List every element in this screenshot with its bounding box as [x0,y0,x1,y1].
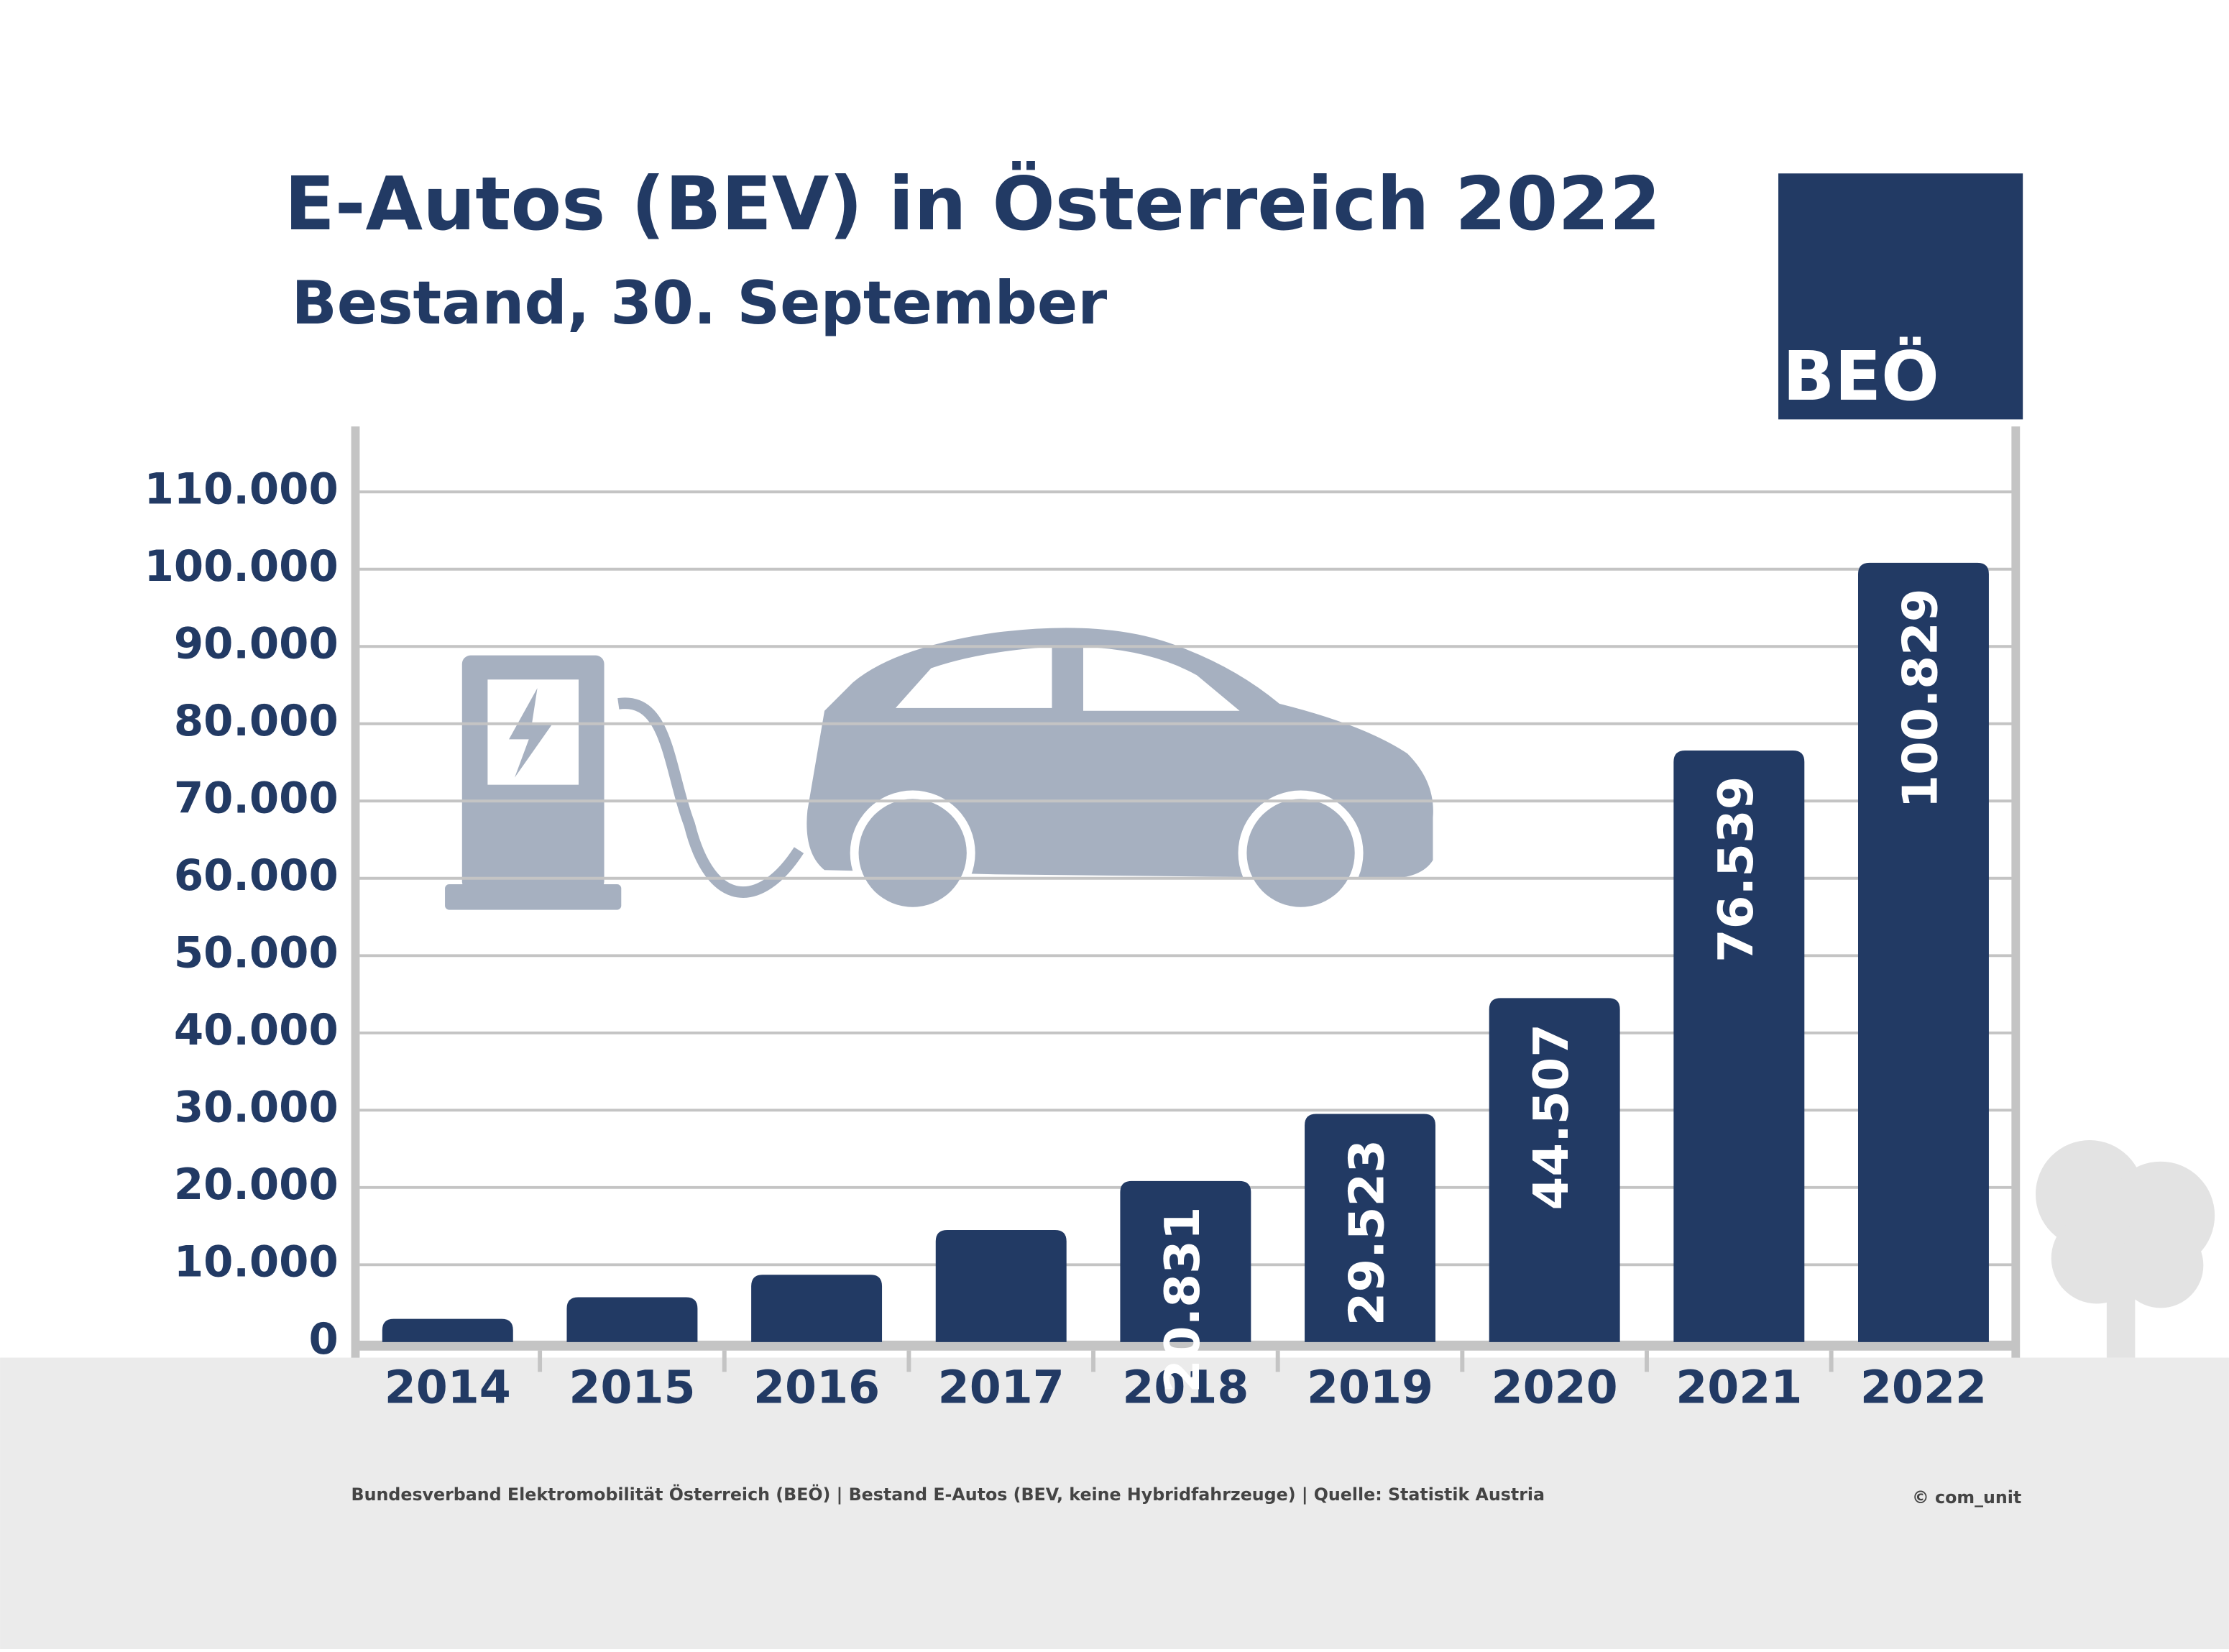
y-tick-label: 10.000 [174,1236,339,1286]
x-tick-label: 2014 [385,1361,511,1414]
y-tick-label: 70.000 [174,773,339,822]
y-tick-label: 60.000 [174,850,339,900]
y-tick-label: 0 [308,1314,338,1364]
illustration [445,628,1433,916]
y-tick-label: 30.000 [174,1082,339,1132]
source: Bundesverband Elektromobilität Österreic… [351,1484,1545,1505]
value-label: 100.829 [1893,588,1949,808]
x-tick-label: 2022 [1860,1361,1987,1414]
y-tick-label: 90.000 [174,618,339,668]
x-tick-label: 2021 [1676,1361,1802,1414]
y-tick-label: 110.000 [144,464,339,513]
tree [2035,1140,2215,1358]
bar [935,1229,1067,1342]
y-tick-label: 100.000 [144,541,339,591]
bar [1120,1180,1251,1342]
value-label: 29.523 [1339,1139,1395,1326]
x-tick-label: 2019 [1307,1361,1433,1414]
x-tick-label: 2017 [938,1361,1065,1414]
logo-box [1778,173,2023,420]
chart-title: E-Autos (BEV) in Österreich 2022 [285,160,1661,247]
credit: © com_unit [1912,1487,2021,1508]
logo: BEÖ [1783,336,1939,416]
y-tick-label: 80.000 [174,696,339,745]
value-label: 44.507 [1523,1024,1579,1210]
x-tick-label: 2020 [1492,1361,1618,1414]
x-tick-label: 2015 [569,1361,695,1414]
value-label: 20.831 [1154,1206,1210,1392]
bar [382,1318,513,1342]
bar [566,1297,698,1342]
x-tick-label: 2016 [753,1361,880,1414]
bar [1673,750,1805,1342]
y-tick-label: 50.000 [174,927,339,977]
bar [1489,998,1620,1342]
ground [0,1357,2229,1649]
x-tick-label: 2018 [1122,1361,1249,1414]
value-label: 76.539 [1708,776,1764,963]
bar [1305,1114,1435,1342]
y-tick-label: 20.000 [174,1160,339,1209]
bar [1857,562,1989,1342]
y-tick-label: 40.000 [174,1005,339,1055]
bar [751,1275,883,1342]
chart-subtitle: Bestand, 30. September [291,268,1107,338]
